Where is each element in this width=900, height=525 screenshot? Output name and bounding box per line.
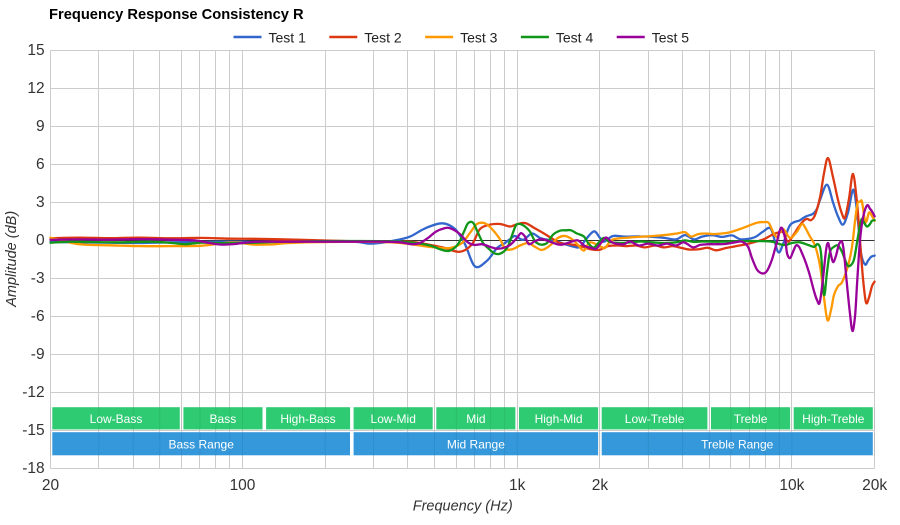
svg-text:20k: 20k (862, 477, 887, 494)
svg-text:High-Mid: High-Mid (535, 412, 583, 426)
svg-text:6: 6 (36, 156, 45, 173)
svg-text:Test 4: Test 4 (556, 29, 594, 45)
svg-text:100: 100 (230, 477, 256, 494)
svg-text:-3: -3 (31, 270, 45, 287)
svg-text:Frequency (Hz): Frequency (Hz) (413, 498, 513, 514)
svg-text:Low-Mid: Low-Mid (371, 412, 416, 426)
svg-text:-15: -15 (22, 422, 44, 439)
svg-text:1k: 1k (509, 477, 526, 494)
svg-text:Mid: Mid (466, 412, 485, 426)
svg-text:20: 20 (42, 477, 60, 494)
svg-text:Mid Range: Mid Range (447, 438, 505, 452)
svg-text:Frequency Response Consistency: Frequency Response Consistency R (49, 7, 304, 23)
svg-text:Low-Bass: Low-Bass (90, 412, 143, 426)
svg-text:3: 3 (36, 194, 45, 211)
svg-text:Amplitude (dB): Amplitude (dB) (4, 211, 20, 308)
svg-text:Bass: Bass (210, 412, 237, 426)
svg-text:Test 1: Test 1 (269, 29, 307, 45)
svg-text:-12: -12 (22, 384, 44, 401)
svg-text:10k: 10k (779, 477, 804, 494)
svg-text:Low-Treble: Low-Treble (625, 412, 685, 426)
svg-text:High-Bass: High-Bass (280, 412, 335, 426)
svg-text:Bass Range: Bass Range (169, 438, 235, 452)
svg-text:High-Treble: High-Treble (802, 412, 865, 426)
svg-text:-6: -6 (31, 308, 45, 325)
svg-text:Treble: Treble (734, 412, 768, 426)
svg-text:9: 9 (36, 118, 45, 135)
svg-text:Test 5: Test 5 (652, 29, 690, 45)
svg-text:-9: -9 (31, 346, 45, 363)
svg-text:-18: -18 (22, 460, 44, 477)
svg-text:12: 12 (27, 80, 44, 97)
svg-text:Test 3: Test 3 (460, 29, 498, 45)
svg-text:Test 2: Test 2 (364, 29, 402, 45)
svg-text:Treble Range: Treble Range (701, 438, 774, 452)
svg-text:0: 0 (36, 232, 45, 249)
svg-text:2k: 2k (592, 477, 609, 494)
svg-text:15: 15 (27, 42, 44, 59)
